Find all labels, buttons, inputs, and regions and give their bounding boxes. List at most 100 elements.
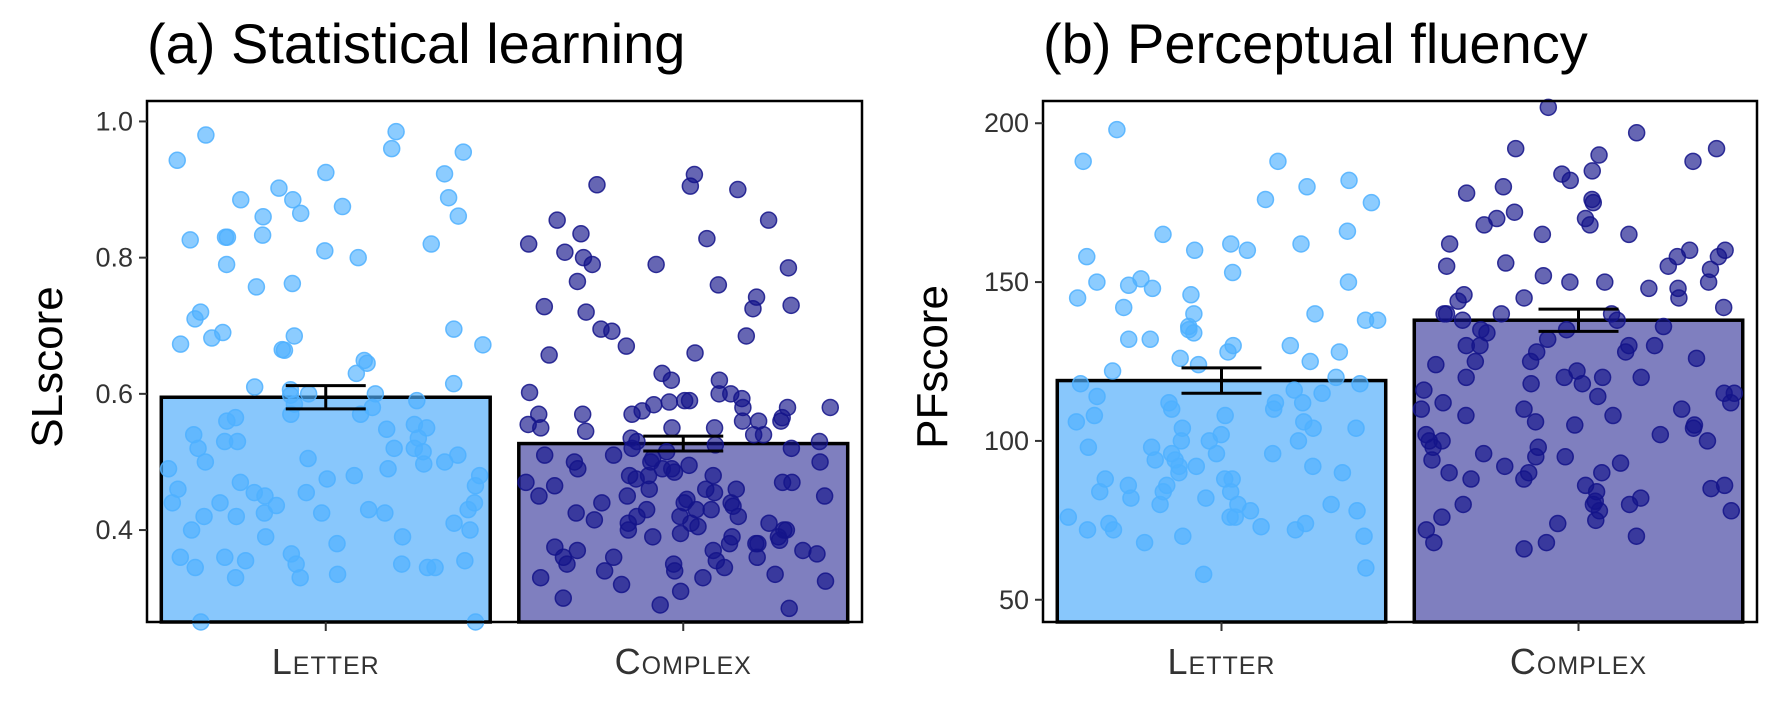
panel-a-point-complex-96 [623, 405, 641, 424]
panel-a-point-complex-52 [545, 477, 564, 495]
panel-statistical-learning: (a) Statistical learning SLscore 0.40.60… [23, 12, 864, 682]
panel-a-point-complex-15 [744, 299, 762, 318]
panel-b-point-letter-89 [1293, 394, 1312, 412]
panel-b-point-letter-99 [1078, 521, 1097, 539]
panel-b-point-letter-44 [1059, 508, 1078, 526]
panel-b-x-tick-label-letter: Letter [1168, 641, 1276, 682]
panel-b-point-complex-74 [1566, 416, 1584, 434]
panel-b-point-complex-8 [1457, 184, 1476, 202]
panel-b-point-complex-70 [1521, 352, 1540, 371]
panel-a-point-complex-105 [620, 466, 639, 485]
panel-a-point-letter-12 [284, 191, 302, 209]
panel-b-point-complex-101 [1440, 463, 1458, 482]
panel-a-point-complex-81 [612, 575, 631, 594]
panel-b-point-complex-96 [1435, 305, 1453, 323]
panel-b-point-letter-52 [1269, 152, 1287, 171]
panel-a-point-letter-102 [163, 494, 182, 512]
panel-a-point-letter-4 [445, 320, 463, 338]
panel-b-point-complex-37 [1415, 381, 1433, 399]
panel-a-point-letter-99 [159, 460, 178, 478]
panel-a-point-letter-101 [297, 483, 316, 502]
panel-b-point-complex-107 [1527, 448, 1545, 466]
panel-a-point-complex-43 [535, 446, 554, 464]
panel-a-point-complex-138 [748, 548, 766, 567]
panel-a-point-complex-116 [568, 541, 587, 560]
panel-a-point-complex-135 [644, 528, 662, 546]
panel-b-point-letter-47 [1355, 527, 1373, 545]
panel-a-point-complex-6 [759, 211, 778, 229]
panel-a-point-letter-107 [186, 558, 204, 577]
panel-b-point-complex-115 [1434, 394, 1452, 412]
panel-b-point-letter-16 [1119, 330, 1138, 349]
panel-a-point-complex-9 [729, 180, 747, 199]
panel-b-point-letter-51 [1074, 152, 1092, 171]
panel-a-point-complex-17 [603, 322, 621, 340]
panel-b-point-letter-66 [1071, 374, 1090, 393]
panel-a-point-letter-61 [256, 487, 274, 505]
panel-b-point-complex-10 [1505, 203, 1524, 221]
panel-b-point-complex-61 [1425, 533, 1443, 552]
panel-b-point-complex-109 [1620, 225, 1638, 244]
panel-a-point-letter-109 [459, 500, 477, 519]
panel-b-point-letter-62 [1141, 330, 1159, 349]
panel-b-point-letter-54 [1362, 193, 1381, 212]
panel-b-point-complex-29 [1538, 330, 1557, 349]
panel-b-point-complex-4 [1684, 152, 1702, 171]
panel-a-point-complex-111 [729, 507, 748, 526]
panel-a-point-letter-25 [217, 255, 236, 274]
panel-b-point-complex-7 [1494, 178, 1513, 196]
panel-a-point-letter-7 [317, 163, 335, 182]
panel-b-point-complex-84 [1581, 216, 1599, 234]
panel-b-point-complex-90 [1457, 406, 1475, 425]
panel-a-point-letter-80 [426, 558, 444, 577]
panel-a-point-complex-23 [520, 383, 539, 402]
panel-b-point-letter-3 [1338, 222, 1357, 240]
panel-a-point-letter-103 [255, 504, 274, 522]
panel-b-point-letter-53 [1340, 171, 1358, 190]
panel-b-point-complex-48 [1423, 451, 1441, 469]
panel-a-point-complex-118 [558, 555, 576, 573]
panel-a-point-letter-48 [377, 420, 396, 439]
panel-a-point-letter-90 [196, 453, 215, 471]
panel-a-point-complex-60 [567, 504, 585, 522]
panel-b-point-complex-58 [1549, 514, 1567, 533]
panel-a-point-letter-32 [285, 327, 304, 345]
panel-b-point-letter-82 [1348, 502, 1366, 520]
panel-b-point-letter-21 [1103, 362, 1122, 380]
panel-b-point-complex-93 [1722, 502, 1741, 520]
panel-b-point-letter-0 [1108, 120, 1126, 139]
panel-a-point-complex-123 [517, 473, 535, 492]
panel-b-point-letter-24 [1285, 381, 1303, 399]
panel-b-point-letter-65 [1301, 352, 1319, 371]
panel-b-y-axis-title: PFscore [908, 285, 957, 449]
panel-b-point-complex-119 [1586, 492, 1605, 511]
panel-b-point-complex-78 [1702, 479, 1720, 498]
panel-b-point-letter-57 [1185, 241, 1204, 260]
panel-a-point-complex-132 [573, 405, 592, 424]
panel-b-point-complex-27 [1654, 317, 1673, 336]
panel-b-point-complex-113 [1645, 336, 1664, 355]
panel-b-point-complex-17 [1497, 254, 1515, 272]
panel-a-point-complex-5 [548, 211, 566, 229]
panel-b-point-complex-59 [1417, 521, 1436, 539]
panel-a-point-letter-33 [171, 335, 190, 353]
panel-a-point-complex-82 [671, 582, 690, 601]
panel-b-point-letter-85 [1252, 517, 1270, 536]
panel-a-y-axis-title: SLscore [23, 286, 72, 447]
panel-a-point-complex-91 [653, 364, 671, 383]
panel-b-point-complex-24 [1714, 298, 1733, 317]
panel-a-point-letter-98 [299, 449, 317, 468]
panel-b-point-letter-9 [1088, 273, 1106, 291]
panel-b-point-complex-111 [1670, 289, 1688, 307]
panel-a-point-complex-29 [821, 398, 840, 417]
panel-b-point-letter-75 [1187, 457, 1206, 476]
panel-a-point-complex-125 [569, 460, 587, 478]
panel-a-point-complex-90 [568, 272, 587, 291]
panel-b-point-complex-94 [1537, 533, 1556, 552]
panel-a-point-complex-104 [663, 460, 681, 478]
panel-a-point-complex-76 [715, 558, 734, 577]
panel-b-point-letter-49 [1357, 559, 1375, 577]
panel-perceptual-fluency: (b) Perceptual fluency PFscore 50 100 150 2… [908, 12, 1759, 682]
panel-a-point-letter-27 [270, 179, 288, 197]
panel-a-point-complex-126 [642, 453, 660, 471]
